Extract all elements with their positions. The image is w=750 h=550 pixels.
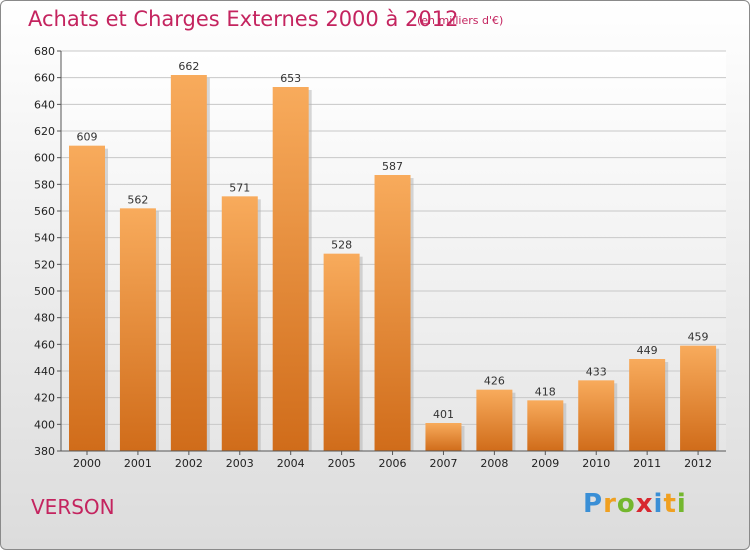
y-tick-label: 480 (34, 312, 55, 325)
y-tick-label: 620 (34, 125, 55, 138)
axes: 380 400 420 440 460 480 500 520 540 560 580 600 620 6… (34, 45, 726, 470)
x-tick-label: 2006 (379, 457, 407, 470)
bar-value-label: 571 (229, 181, 250, 194)
bar (578, 380, 615, 451)
y-tick-label: 540 (34, 232, 55, 245)
bar (374, 175, 411, 451)
bar-value-label: 401 (433, 408, 454, 421)
bar (425, 423, 462, 451)
y-tick-label: 520 (34, 258, 55, 271)
proxiti-logo[interactable]: Proxiti (583, 489, 687, 519)
bar (476, 389, 513, 451)
y-tick-label: 400 (34, 418, 55, 431)
bar-value-label: 528 (331, 239, 352, 252)
y-tick-label: 460 (34, 338, 55, 351)
y-tick-label: 600 (34, 152, 55, 165)
bar-value-label: 587 (382, 160, 403, 173)
bar-value-label: 609 (77, 131, 98, 144)
y-tick-label: 640 (34, 98, 55, 111)
x-tick-label: 2007 (429, 457, 457, 470)
bar-value-label: 662 (178, 60, 199, 73)
bar (323, 253, 360, 451)
bar-value-label: 459 (688, 331, 709, 344)
x-tick-label: 2005 (328, 457, 356, 470)
x-tick-label: 2001 (124, 457, 152, 470)
bars: 609 562 662 571 653 528 587 401 426 418 433 449 459 (69, 60, 720, 451)
y-tick-label: 680 (34, 45, 55, 58)
x-tick-label: 2009 (531, 457, 559, 470)
y-tick-label: 560 (34, 205, 55, 218)
bar-value-label: 653 (280, 72, 301, 85)
bar-value-label: 449 (637, 344, 658, 357)
x-tick-label: 2008 (480, 457, 508, 470)
y-tick-label: 420 (34, 392, 55, 405)
bar (629, 359, 666, 451)
bar (170, 75, 207, 451)
x-tick-label: 2011 (633, 457, 661, 470)
bar-value-label: 426 (484, 375, 505, 388)
bar (119, 208, 156, 451)
y-tick-label: 440 (34, 365, 55, 378)
place-name: VERSON (31, 495, 115, 519)
bar (680, 345, 717, 451)
x-tick-label: 2004 (277, 457, 305, 470)
y-tick-label: 380 (34, 445, 55, 458)
x-tick-label: 2010 (582, 457, 610, 470)
x-tick-label: 2002 (175, 457, 203, 470)
y-tick-label: 500 (34, 285, 55, 298)
x-tick-label: 2003 (226, 457, 254, 470)
chart-title: Achats et Charges Externes 2000 à 2012 (28, 7, 459, 31)
bar-value-label: 562 (127, 193, 148, 206)
chart-subtitle: (en milliers d'€) (417, 14, 504, 27)
bar (527, 400, 564, 451)
bar (221, 196, 258, 451)
bar (69, 145, 105, 451)
bar-value-label: 433 (586, 365, 607, 378)
bar (272, 87, 309, 451)
x-tick-label: 2000 (73, 457, 101, 470)
y-tick-label: 580 (34, 178, 55, 191)
x-tick-label: 2012 (684, 457, 712, 470)
y-tick-label: 660 (34, 72, 55, 85)
bar-value-label: 418 (535, 385, 556, 398)
